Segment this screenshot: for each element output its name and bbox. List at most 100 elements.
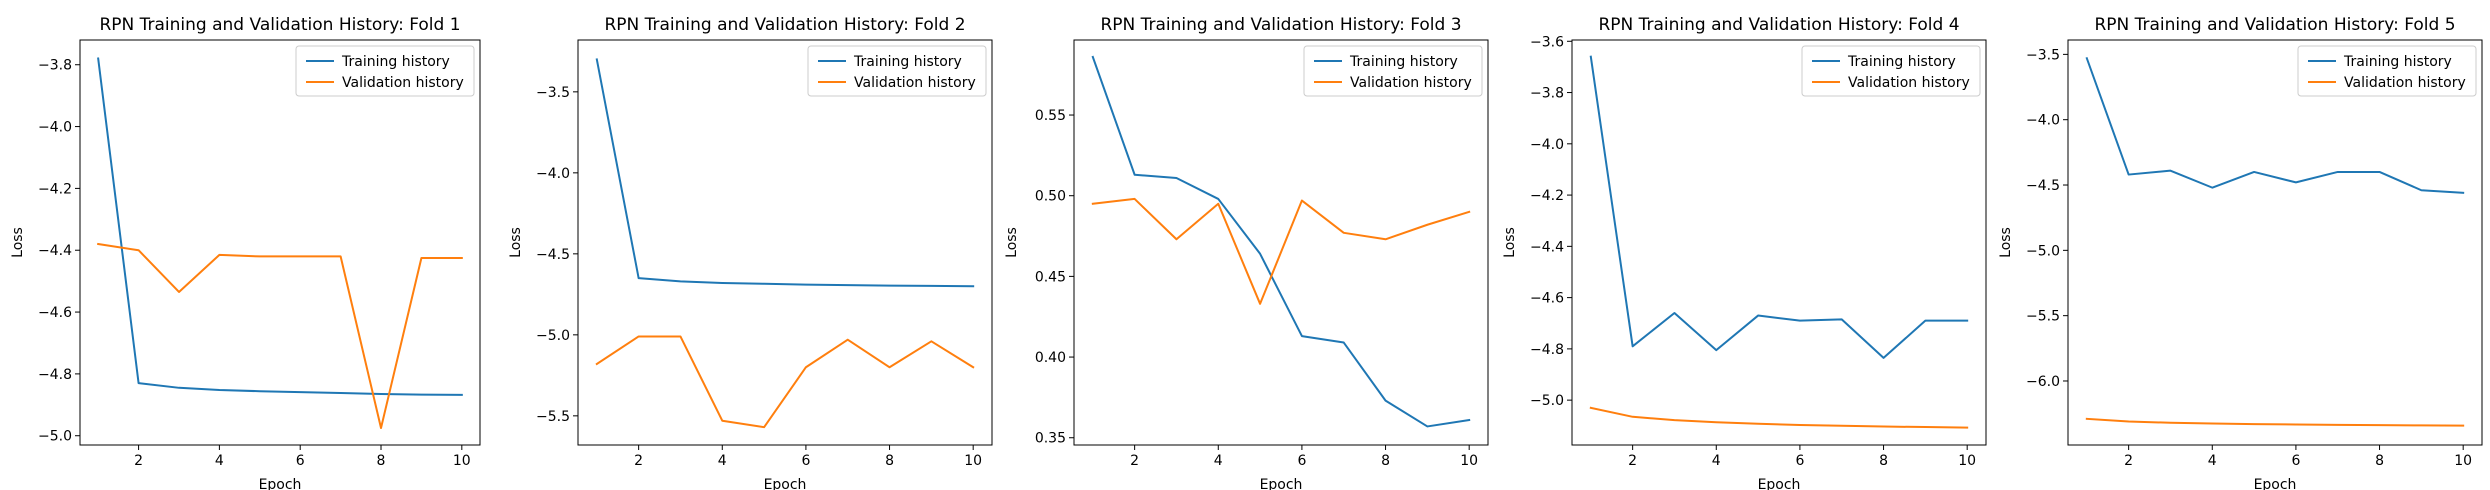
x-axis-label: Epoch [259,477,302,490]
axes-frame [577,39,993,446]
legend-label: Training history [853,54,962,70]
legend-box [295,45,475,97]
y-axis-label: Loss [508,227,524,258]
axes-frame [1073,39,1489,446]
legend-label: Validation history [1848,75,1970,91]
x-tick-label: 10 [1958,453,1976,469]
y-tick-label: −4.8 [38,367,72,383]
y-tick-label: −4.4 [38,243,72,259]
legend: Training history Validation history [2297,45,2477,97]
y-tick-label: −5.0 [2026,243,2060,259]
legend-label: Validation history [854,75,976,91]
chart-title: RPN Training and Validation History: Fol… [2094,15,2455,35]
y-tick-label: −4.5 [536,247,570,263]
legend-label: Training history [1349,54,1458,70]
series-line-training [1589,55,1969,359]
series-line-validation [97,242,463,429]
x-tick-label: 6 [296,453,305,469]
y-tick-label: −4.0 [536,166,570,182]
chart-title: RPN Training and Validation History: Fol… [604,15,965,35]
series-line-validation [2085,417,2465,427]
legend-box [1303,45,1483,97]
x-tick-label: 10 [1460,453,1478,469]
x-tick-label: 4 [2208,453,2217,469]
legend-box [2297,45,2477,97]
legend-box [1801,45,1981,97]
x-tick-label: 2 [2124,453,2133,469]
x-tick-label: 2 [134,453,143,469]
y-tick-label: −6.0 [2026,374,2060,390]
axes-frame [1571,39,1987,446]
chart-title: RPN Training and Validation History: Fol… [1598,15,1959,35]
x-axis-label: Epoch [2254,477,2297,490]
x-tick-label: 8 [1879,453,1888,469]
legend-box [807,45,987,97]
x-tick-label: 8 [2375,453,2384,469]
y-tick-label: −5.0 [1530,393,1564,409]
axes-frame [79,39,481,446]
x-axis-label: Epoch [1758,477,1801,490]
y-tick-label: 0.45 [1035,269,1066,285]
x-tick-label: 6 [1297,453,1306,469]
x-tick-label: 2 [1130,453,1139,469]
y-tick-label: −5.0 [536,328,570,344]
y-tick-label: −4.0 [2026,113,2060,129]
y-axis-label: Loss [1004,227,1020,258]
y-tick-label: −4.8 [1530,342,1564,358]
y-tick-label: −4.6 [38,305,72,321]
series-line-training [2085,57,2465,194]
y-tick-label: 0.40 [1035,350,1066,366]
x-tick-label: 2 [1628,453,1637,469]
x-tick-label: 4 [718,453,727,469]
x-tick-label: 10 [453,453,471,469]
y-tick-label: −3.5 [2026,47,2060,63]
y-tick-label: −4.5 [2026,178,2060,194]
y-tick-label: −5.5 [536,409,570,425]
x-tick-label: 10 [964,453,982,469]
legend-label: Validation history [2344,75,2466,91]
chart-title: RPN Training and Validation History: Fol… [99,15,460,35]
x-tick-label: 2 [634,453,643,469]
x-tick-label: 6 [2291,453,2300,469]
chart-panel-3: RPN Training and Validation History: Fol… [1004,15,1489,490]
legend: Training history Validation history [1303,45,1483,97]
x-tick-label: 10 [2454,453,2472,469]
y-tick-label: −4.4 [1530,239,1564,255]
x-tick-label: 4 [215,453,224,469]
legend-label: Training history [341,54,450,70]
legend: Training history Validation history [807,45,987,97]
y-axis-label: Loss [1998,227,2014,258]
x-tick-label: 8 [1381,453,1390,469]
y-tick-label: −5.5 [2026,309,2060,325]
y-tick-label: 0.35 [1035,431,1066,447]
y-tick-label: 0.50 [1035,189,1066,205]
x-tick-label: 4 [1214,453,1223,469]
chart-title: RPN Training and Validation History: Fol… [1100,15,1461,35]
x-tick-label: 4 [1712,453,1721,469]
y-tick-label: −3.8 [38,58,72,74]
chart-panel-4: RPN Training and Validation History: Fol… [1502,15,1987,490]
x-axis-label: Epoch [1260,477,1303,490]
y-tick-label: −4.2 [1530,188,1564,204]
y-axis-label: Loss [1502,227,1518,258]
chart-panel-1: RPN Training and Validation History: Fol… [10,15,481,490]
legend: Training history Validation history [1801,45,1981,97]
x-axis-label: Epoch [764,477,807,490]
axes-frame [2067,39,2483,446]
chart-panel-5: RPN Training and Validation History: Fol… [1998,15,2483,490]
legend-label: Training history [1847,54,1956,70]
legend-label: Training history [2343,54,2452,70]
series-line-validation [1091,197,1471,305]
y-tick-label: −4.0 [1530,137,1564,153]
series-line-training [97,57,463,396]
y-tick-label: −3.6 [1530,34,1564,50]
y-tick-label: −3.5 [536,85,570,101]
series-line-validation [595,335,975,429]
x-tick-label: 6 [801,453,810,469]
series-line-training [595,58,975,288]
y-axis-label: Loss [10,227,26,258]
legend-label: Validation history [342,75,464,91]
y-tick-label: −3.8 [1530,86,1564,102]
legend-label: Validation history [1350,75,1472,91]
y-tick-label: 0.55 [1035,108,1066,124]
